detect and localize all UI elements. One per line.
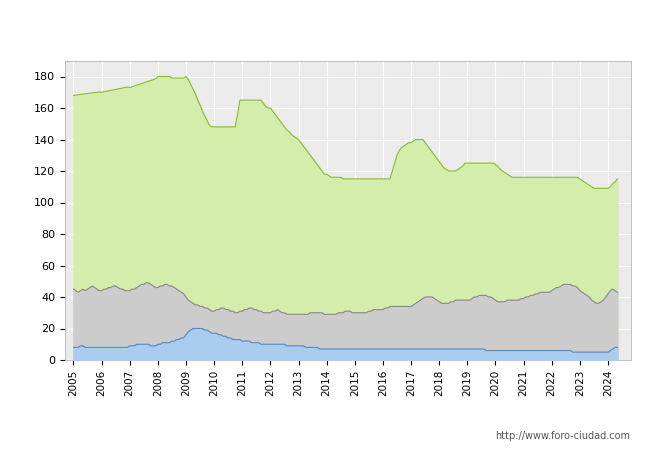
Text: http://www.foro-ciudad.com: http://www.foro-ciudad.com [495, 431, 630, 441]
Text: Sangarrén - Evolucion de la poblacion en edad de Trabajar Mayo de 2024: Sangarrén - Evolucion de la poblacion en… [70, 18, 580, 33]
